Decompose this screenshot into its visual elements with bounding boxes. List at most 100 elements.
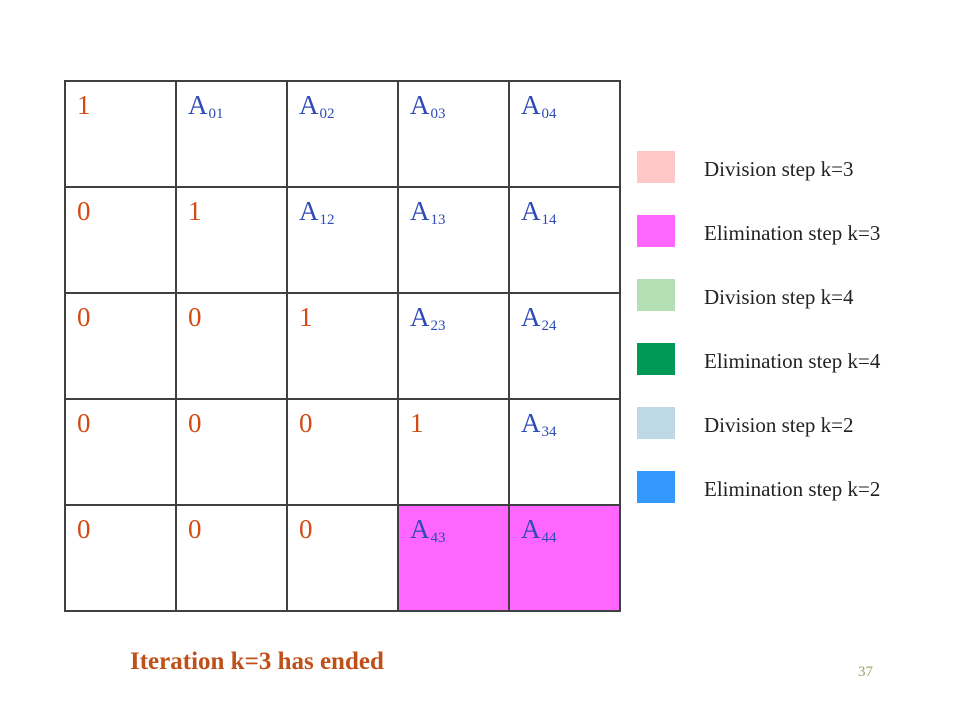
legend-swatch [636,214,676,248]
matrix-element: A02 [288,82,397,122]
matrix-value: 0 [299,514,313,544]
matrix-cell: 0 [175,398,288,506]
matrix-cell: A01 [175,80,288,188]
element-subscript: 13 [430,212,446,228]
matrix-cell: 0 [175,504,288,612]
element-symbol: A [299,90,319,120]
matrix-value: 0 [188,302,202,332]
element-symbol: A [521,514,541,544]
element-subscript: 34 [541,424,557,440]
element-subscript: 12 [319,212,335,228]
legend-swatch [636,470,676,504]
matrix-cell: A04 [508,80,621,188]
element-symbol: A [410,196,430,226]
legend-item: Elimination step k=3 [636,214,956,250]
element-subscript: 43 [430,530,446,546]
legend-label: Elimination step k=3 [704,221,881,245]
matrix-cell: 1 [286,292,399,400]
matrix-element: A44 [510,506,619,546]
legend-item: Division step k=3 [636,150,956,186]
element-symbol: A [410,90,430,120]
element-subscript: 14 [541,212,557,228]
element-symbol: A [410,302,430,332]
element-symbol: A [188,90,208,120]
matrix-element: A14 [510,188,619,228]
element-subscript: 04 [541,106,557,122]
matrix-cell: A43 [397,504,510,612]
matrix-cell: 1 [397,398,510,506]
matrix-value: 1 [188,196,202,226]
matrix-element: A01 [177,82,286,122]
legend-swatch [636,278,676,312]
matrix-cell: A03 [397,80,510,188]
element-symbol: A [410,514,430,544]
matrix-element: A24 [510,294,619,334]
element-subscript: 01 [208,106,224,122]
legend-label: Elimination step k=4 [704,349,881,373]
element-symbol: A [521,408,541,438]
matrix-value: 1 [410,408,424,438]
matrix-value: 0 [188,408,202,438]
matrix-row: 0 0 0 1 A34 [64,398,621,506]
matrix-table: 1 A01 A02 A03 A04 0 1 A12 A13 A14 0 0 1 A23 A24 0 0 0 1 A34… [64,80,621,612]
matrix-cell: 0 [286,504,399,612]
legend-item: Division step k=2 [636,406,956,442]
matrix-cell: A23 [397,292,510,400]
matrix-element: A43 [399,506,508,546]
matrix-cell: 0 [64,504,177,612]
matrix-body: 1 A01 A02 A03 A04 0 1 A12 A13 A14 0 0 1 A23 A24 0 0 0 1 A34… [64,80,621,612]
matrix-row: 0 1 A12 A13 A14 [64,186,621,294]
matrix-element: A13 [399,188,508,228]
matrix-value: 1 [299,302,313,332]
matrix-cell: A34 [508,398,621,506]
matrix-value: 0 [77,196,91,226]
element-symbol: A [521,196,541,226]
element-subscript: 03 [430,106,446,122]
matrix-cell: 0 [64,292,177,400]
matrix-cell: A02 [286,80,399,188]
legend-label: Division step k=4 [704,285,854,309]
element-symbol: A [521,90,541,120]
matrix-value: 0 [188,514,202,544]
iteration-caption: Iteration k=3 has ended [130,648,384,675]
matrix-cell: A14 [508,186,621,294]
matrix-element: A34 [510,400,619,440]
element-subscript: 44 [541,530,557,546]
element-symbol: A [299,196,319,226]
matrix-cell: 0 [286,398,399,506]
legend-label: Division step k=3 [704,157,854,181]
matrix-value: 1 [77,90,91,120]
matrix-value: 0 [77,514,91,544]
matrix-cell: 1 [175,186,288,294]
matrix-cell: 0 [64,186,177,294]
element-subscript: 24 [541,318,557,334]
legend-label: Division step k=2 [704,413,854,437]
matrix-element: A04 [510,82,619,122]
legend-swatch [636,342,676,376]
matrix-cell: 1 [64,80,177,188]
legend-swatch [636,150,676,184]
matrix-cell: A13 [397,186,510,294]
element-symbol: A [521,302,541,332]
matrix-value: 0 [299,408,313,438]
matrix-cell: 0 [64,398,177,506]
matrix-value: 0 [77,408,91,438]
matrix-row: 0 0 0 A43 A44 [64,504,621,612]
matrix-cell: A24 [508,292,621,400]
matrix-value: 0 [77,302,91,332]
page-number: 37 [858,664,873,680]
legend-item: Elimination step k=2 [636,470,956,506]
legend-item: Division step k=4 [636,278,956,314]
legend-label: Elimination step k=2 [704,477,881,501]
matrix-cell: A44 [508,504,621,612]
matrix-row: 0 0 1 A23 A24 [64,292,621,400]
matrix-row: 1 A01 A02 A03 A04 [64,80,621,188]
matrix-cell: A12 [286,186,399,294]
matrix-cell: 0 [175,292,288,400]
element-subscript: 02 [319,106,335,122]
legend-item: Elimination step k=4 [636,342,956,378]
matrix-element: A23 [399,294,508,334]
matrix-element: A12 [288,188,397,228]
matrix-element: A03 [399,82,508,122]
legend-swatch [636,406,676,440]
